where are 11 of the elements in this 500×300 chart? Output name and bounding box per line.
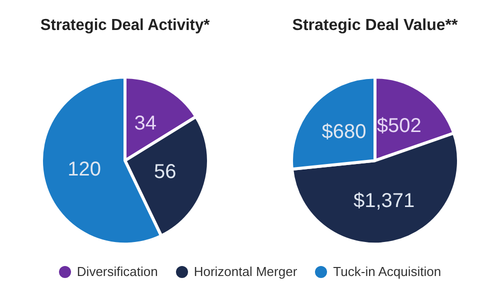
data-label: $680 [322,121,366,144]
chart-title: Strategic Deal Value** [292,17,458,34]
data-label: 120 [68,158,101,180]
legend-label: Diversification [76,264,158,279]
data-label: $1,371 [353,190,415,212]
data-label: $502 [376,115,422,138]
legend-label: Tuck-in Acquisition [333,264,442,279]
chart-title: Strategic Deal Activity* [40,16,210,34]
data-label: 34 [134,112,156,135]
data-label: 56 [154,160,176,183]
legend-label: Horizontal Merger [194,264,298,279]
